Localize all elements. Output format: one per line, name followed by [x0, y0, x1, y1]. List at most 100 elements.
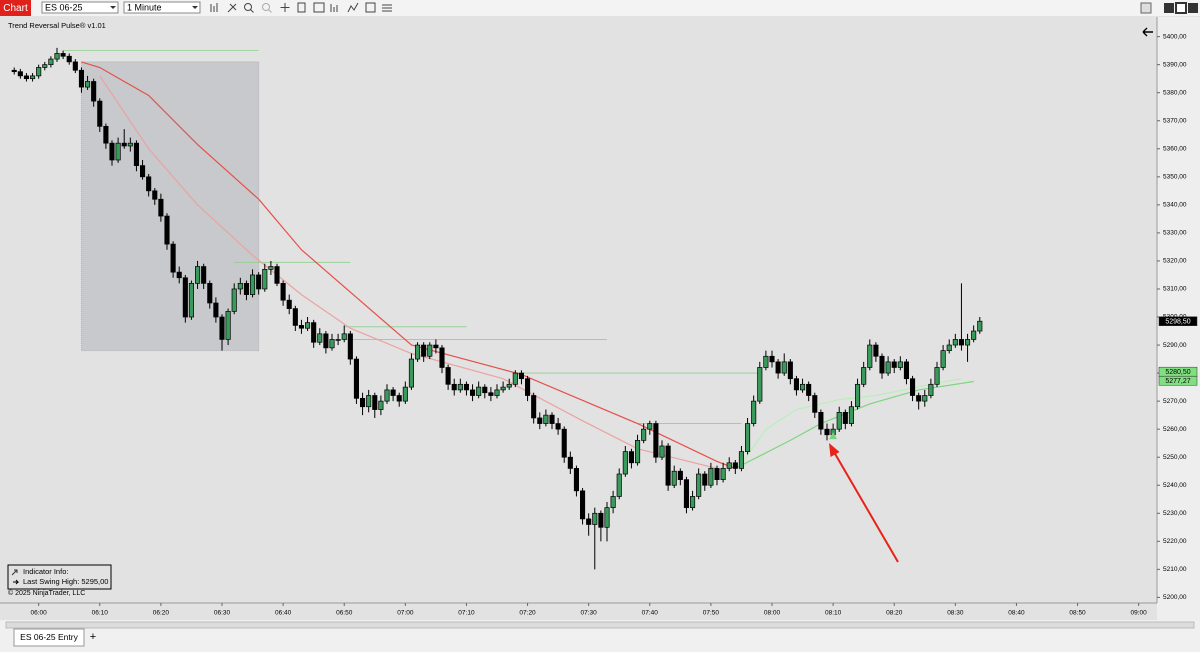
- interval-label: 1 Minute: [127, 2, 162, 12]
- toolbar-icons[interactable]: [210, 2, 392, 13]
- candle-body: [567, 456, 573, 469]
- candle-body: [78, 69, 84, 88]
- candle-body: [121, 142, 127, 147]
- candle-body: [372, 395, 378, 410]
- candle-body: [384, 389, 390, 402]
- candle-body: [806, 383, 812, 396]
- candle-body: [231, 288, 237, 312]
- instrument-select[interactable]: [41, 1, 119, 14]
- x-tick-label: 06:00: [31, 610, 48, 617]
- candle-body: [867, 344, 873, 368]
- candle-body: [85, 81, 91, 88]
- candle-body: [677, 470, 683, 480]
- close-button[interactable]: [1188, 3, 1198, 13]
- indicator-line: [99, 75, 718, 469]
- candle-body: [60, 53, 66, 57]
- x-tick-label: 08:40: [1008, 610, 1025, 617]
- candle-body: [195, 266, 201, 284]
- candle-body: [341, 333, 347, 340]
- info-line: Last Swing High: 5295,00: [23, 577, 108, 586]
- candle-body: [54, 53, 60, 60]
- candle-body: [433, 344, 439, 349]
- candle-body: [745, 423, 751, 452]
- candle-body: [757, 367, 763, 402]
- price-marker-label: 5298,50: [1165, 319, 1190, 326]
- candle-body: [885, 361, 891, 374]
- y-tick-label: 5290,00: [1163, 342, 1187, 349]
- price-marker-label: 5277,27: [1165, 378, 1190, 385]
- tab[interactable]: [13, 628, 85, 647]
- candle-body: [243, 283, 249, 295]
- candle-body: [170, 243, 176, 273]
- candle-body: [360, 397, 366, 408]
- candle-body: [42, 64, 48, 68]
- candle-body: [861, 367, 867, 385]
- candle-body: [897, 361, 903, 368]
- dropdown-icon: [192, 6, 198, 9]
- y-tick-label: 5210,00: [1163, 566, 1187, 573]
- arrow-icon: [13, 579, 20, 585]
- tab-label: ES 06-25 Entry: [20, 632, 78, 642]
- candle-body: [305, 322, 311, 329]
- annotation-arrow: [829, 443, 899, 563]
- candle-body: [421, 344, 427, 357]
- candle-body: [836, 411, 842, 430]
- back-icon[interactable]: [1142, 27, 1153, 37]
- candle-body: [910, 378, 916, 396]
- candle-body: [427, 344, 433, 357]
- candle-body: [543, 414, 549, 424]
- candle-body: [702, 473, 708, 486]
- x-tick-label: 06:50: [336, 610, 353, 617]
- x-tick-label: 07:10: [458, 610, 475, 617]
- candle-body: [311, 322, 317, 343]
- candle-body: [280, 283, 286, 301]
- candle-body: [133, 142, 139, 166]
- candle-body: [580, 490, 586, 520]
- candle-body: [659, 445, 665, 458]
- candle-body: [66, 55, 72, 63]
- signal-triangle: [829, 432, 838, 440]
- price-marker-label: 5280,50: [1165, 369, 1190, 376]
- candle-body: [842, 411, 848, 424]
- candle-body: [720, 468, 726, 480]
- instrument-label: ES 06-25: [45, 2, 83, 12]
- candle-body: [726, 462, 732, 469]
- x-tick-label: 06:40: [275, 610, 292, 617]
- y-tick-label: 5220,00: [1163, 538, 1187, 545]
- candle-body: [977, 320, 983, 332]
- candle-body: [30, 75, 36, 80]
- price-marker: [1158, 375, 1198, 386]
- maximize-button[interactable]: [1175, 2, 1187, 14]
- candle-body: [140, 165, 146, 178]
- candle-body: [537, 417, 543, 424]
- candle-body: [793, 378, 799, 391]
- y-tick-label: 5330,00: [1163, 230, 1187, 237]
- candle-body: [219, 316, 225, 340]
- interval-select[interactable]: [123, 1, 201, 14]
- candle-body: [115, 142, 121, 161]
- candle-body: [775, 361, 781, 374]
- window-button[interactable]: [1140, 2, 1152, 14]
- minimize-button[interactable]: [1164, 3, 1174, 13]
- candle-body: [903, 361, 909, 380]
- candle-body: [916, 395, 922, 402]
- x-tick-label: 08:00: [764, 610, 781, 617]
- candle-body: [769, 355, 775, 363]
- candle-body: [708, 468, 714, 486]
- candle-body: [506, 383, 512, 388]
- candle-body: [451, 383, 457, 391]
- candle-body: [665, 445, 671, 486]
- add-tab[interactable]: +: [90, 631, 96, 643]
- candle-body: [11, 69, 17, 73]
- candle-body: [500, 386, 506, 391]
- candle-body: [928, 383, 934, 396]
- chart-button[interactable]: [0, 0, 31, 16]
- candle-body: [482, 386, 488, 394]
- y-tick-label: 5370,00: [1163, 117, 1187, 124]
- scrollbar[interactable]: [5, 621, 1195, 629]
- candle-body: [971, 330, 977, 340]
- candle-body: [751, 400, 757, 424]
- candle-body: [573, 468, 579, 492]
- info-box: [7, 564, 112, 590]
- chart-button-label: Chart: [3, 3, 28, 14]
